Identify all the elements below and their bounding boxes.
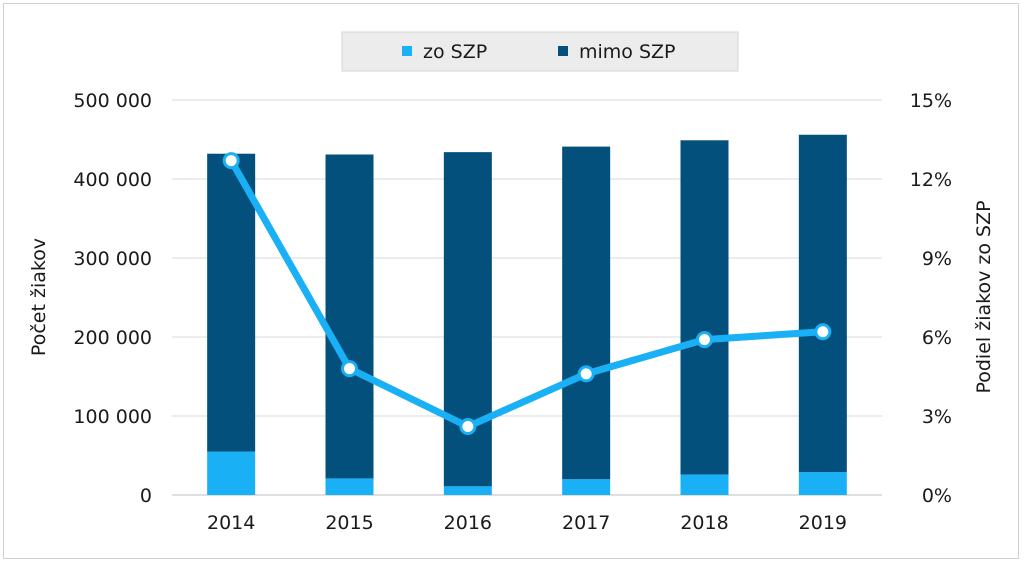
- chart-frame: [3, 3, 1019, 559]
- bar-mimo-szp-2018: [680, 140, 729, 475]
- x-tick-label: 2014: [207, 512, 255, 534]
- legend-label-mimo-szp: mimo SZP: [579, 41, 676, 63]
- line-point-2019: [814, 323, 832, 341]
- x-tick-label: 2017: [562, 512, 610, 534]
- y-tick-label: 500 000: [73, 90, 152, 112]
- y-tick-label: 200 000: [73, 327, 152, 349]
- line-point-2016: [459, 418, 477, 436]
- bar-mimo-szp-2019: [798, 134, 847, 473]
- y2-tick-label: 15%: [910, 90, 952, 112]
- y2-tick-label: 6%: [922, 327, 952, 349]
- bar-zo-szp-2018: [680, 474, 729, 495]
- y-axis-title: Počet žiakov: [28, 238, 50, 356]
- y2-axis-title: Podiel žiakov zo SZP: [973, 200, 995, 393]
- line-point-2015: [341, 360, 358, 378]
- share-line: [227, 157, 827, 431]
- line-point-2017: [577, 365, 595, 383]
- bar-zo-szp-2016: [443, 486, 492, 495]
- y2-tick-label: 3%: [922, 406, 952, 428]
- line-point-2014: [222, 152, 240, 170]
- bar-mimo-szp-2016: [443, 152, 492, 487]
- right-axis-ticks: 0% 3% 6% 9% 12% 15%: [910, 90, 952, 507]
- y2-tick-label: 0%: [922, 485, 952, 507]
- bar-mimo-szp-2015: [325, 154, 374, 479]
- y-tick-label: 400 000: [73, 169, 152, 191]
- x-tick-label: 2015: [325, 512, 373, 534]
- bar-mimo-szp-2017: [562, 146, 611, 480]
- legend-label-zo-szp: zo SZP: [423, 41, 487, 63]
- legend: zo SZP mimo SZP: [341, 31, 739, 72]
- x-tick-label: 2019: [799, 512, 847, 534]
- line-point-2018: [696, 331, 713, 349]
- left-axis-ticks: 0 100 000 200 000 300 000 400 000 500 000: [73, 90, 152, 507]
- x-tick-label: 2018: [680, 512, 728, 534]
- y-tick-label: 100 000: [73, 406, 152, 428]
- bar-zo-szp-2017: [562, 479, 611, 495]
- gridlines: [172, 99, 882, 496]
- y-tick-label: 0: [140, 485, 152, 507]
- legend-box: [341, 31, 739, 72]
- x-axis-ticks: 2014 2015 2016 2017 2018 2019: [207, 512, 847, 534]
- legend-swatch-zo-szp: [402, 46, 412, 56]
- line-layer: [222, 152, 832, 436]
- y2-tick-label: 12%: [910, 169, 952, 191]
- bar-zo-szp-2014: [207, 451, 256, 495]
- bar-mimo-szp-2014: [207, 153, 256, 452]
- bars: [207, 134, 847, 495]
- bar-zo-szp-2019: [798, 472, 847, 495]
- legend-swatch-mimo-szp: [558, 46, 568, 56]
- y-tick-label: 300 000: [73, 248, 152, 270]
- x-tick-label: 2016: [444, 512, 492, 534]
- y2-tick-label: 9%: [922, 248, 952, 270]
- bar-zo-szp-2015: [325, 478, 374, 495]
